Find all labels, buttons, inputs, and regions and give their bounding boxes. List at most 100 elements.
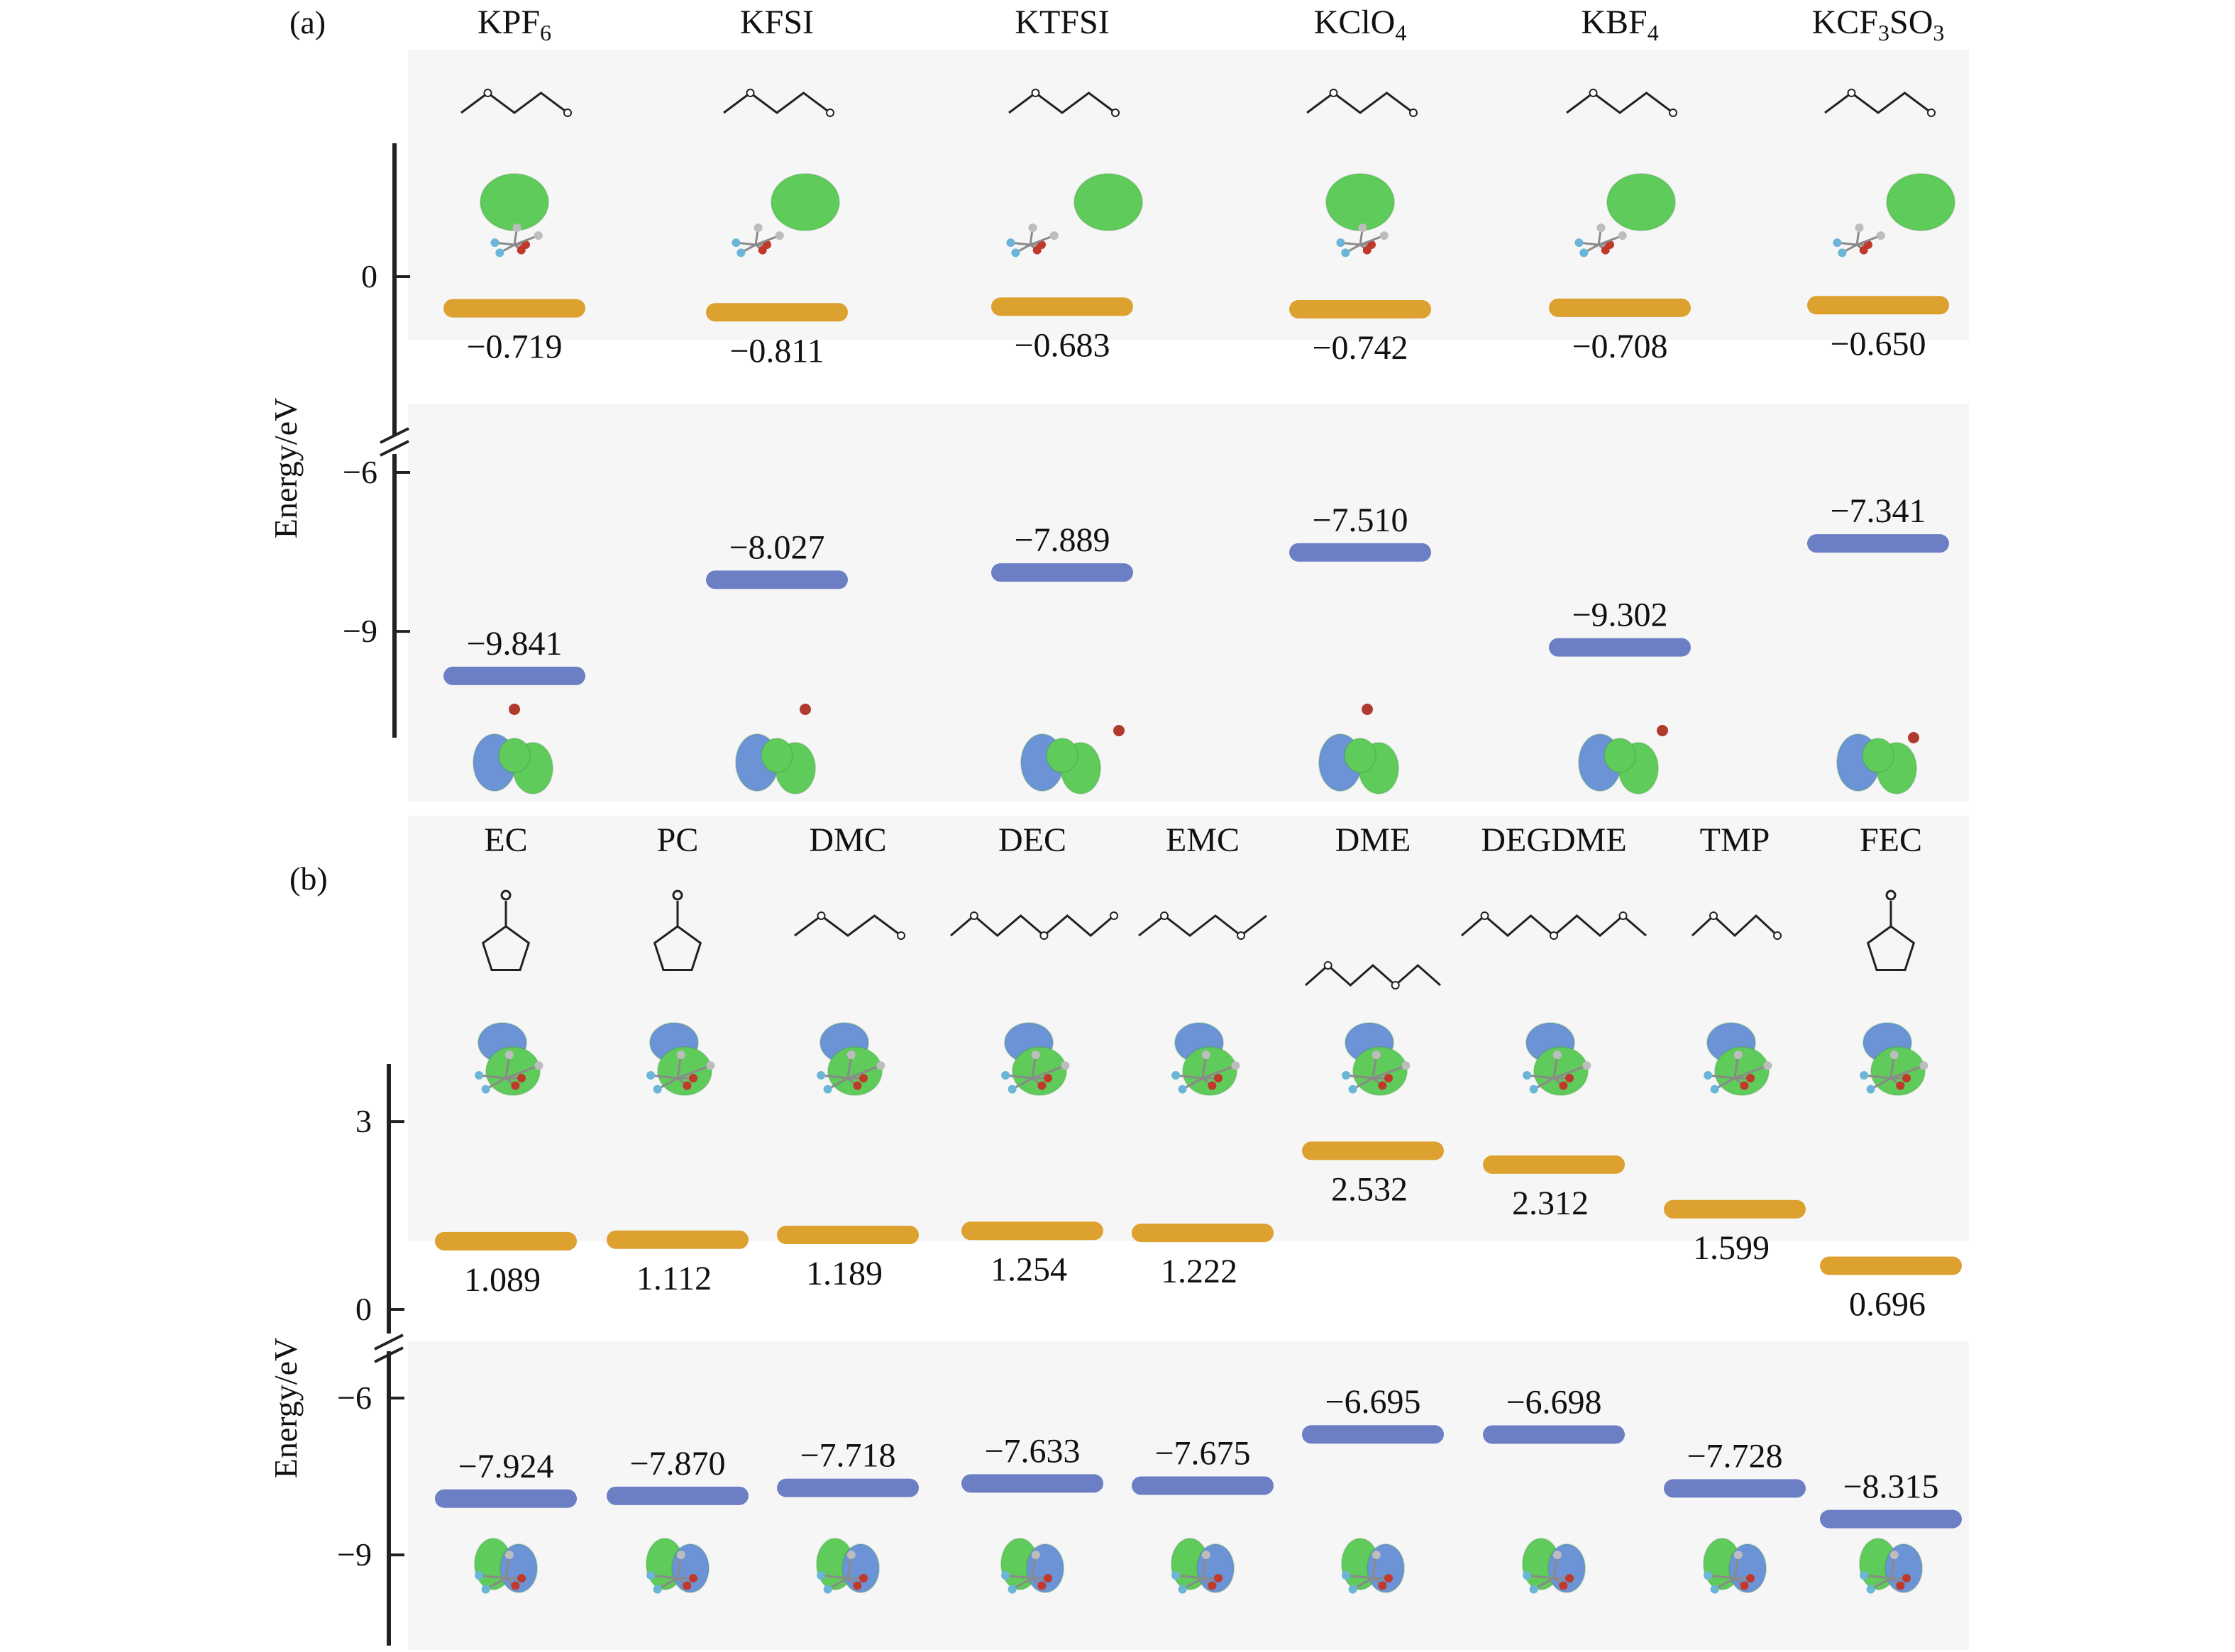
atom — [1001, 1070, 1010, 1080]
bond — [1856, 234, 1882, 246]
atom — [534, 1061, 543, 1070]
atom — [689, 1574, 697, 1582]
bond — [1863, 1574, 1892, 1580]
skeletal-atom — [1669, 109, 1677, 117]
bond — [478, 1574, 507, 1580]
atom — [517, 1574, 526, 1582]
column-EMC: EMC 1.222 −7.675 — [1132, 821, 1274, 1495]
atom — [1061, 1061, 1070, 1070]
homo-bar — [777, 1478, 919, 1497]
atom — [1342, 1070, 1351, 1080]
skeletal-atom — [1039, 931, 1049, 940]
atom — [1341, 248, 1350, 257]
orbital-isosurfaces — [473, 173, 1955, 1594]
skeletal-bond — [1866, 925, 1916, 972]
atom — [1171, 1070, 1181, 1080]
skeletal-atom — [1237, 931, 1245, 940]
atom — [1348, 1085, 1357, 1094]
atom — [1710, 1085, 1719, 1094]
skeletal-bond — [1566, 92, 1674, 114]
atom — [683, 1581, 692, 1590]
homo-bar — [961, 1474, 1103, 1493]
y-tick-label: 0 — [355, 1291, 372, 1327]
skeletal-atom — [969, 911, 978, 920]
y-tick-label: −9 — [337, 1536, 372, 1573]
homo-value: −6.695 — [1325, 1383, 1420, 1421]
skeletal-atom — [746, 89, 755, 97]
orbital-lobe-green — [480, 173, 549, 231]
atom — [1378, 1581, 1387, 1590]
column-DMC: DMC 1.189 −7.718 — [777, 821, 919, 1497]
lumo-value: −0.719 — [466, 328, 562, 366]
atom — [775, 231, 784, 240]
atom — [1896, 1081, 1905, 1090]
lumo-value: 1.189 — [806, 1255, 883, 1292]
skeletal-bond — [1824, 92, 1932, 114]
y-tick-label: −6 — [337, 1380, 372, 1416]
atom — [1362, 245, 1372, 255]
panel-b: (b) Energy/eV 3 0 −6 −9 — [267, 860, 404, 1646]
homo-bar — [991, 563, 1133, 582]
atom — [1601, 245, 1610, 255]
atom — [1710, 1585, 1719, 1594]
atom — [1231, 1061, 1240, 1070]
atom — [1214, 1074, 1223, 1082]
homo-bar — [1807, 534, 1949, 553]
atom — [517, 1074, 526, 1082]
atom — [1552, 1551, 1562, 1560]
homo-bar — [1483, 1425, 1625, 1444]
panel-a-label: (a) — [289, 4, 326, 40]
solvent-name: PC — [657, 821, 699, 859]
atom — [1565, 1074, 1574, 1082]
lumo-bar — [961, 1221, 1103, 1241]
skeletal-atom — [1031, 89, 1040, 97]
atom — [1011, 248, 1020, 257]
skeletal-atom — [1110, 911, 1118, 920]
panel-b-axis-break-icon — [374, 1334, 404, 1363]
atom — [1902, 1074, 1911, 1082]
orbital-lobe-green — [498, 738, 531, 773]
orbital-lobe-green — [771, 173, 840, 231]
orbital-lobe-green — [1862, 738, 1894, 773]
atom — [676, 1551, 685, 1560]
atom — [1746, 1574, 1755, 1582]
lumo-bar — [1289, 300, 1431, 319]
salt-name: KFSI — [740, 4, 814, 41]
atom — [817, 1070, 826, 1080]
skeletal-atom — [1391, 981, 1400, 989]
atom — [1838, 248, 1847, 257]
lumo-value: −0.742 — [1312, 329, 1408, 367]
atom — [853, 1581, 862, 1590]
skeletal-bond — [481, 925, 531, 972]
atom — [1044, 1074, 1052, 1082]
atom — [1733, 1551, 1743, 1560]
homo-value: −9.302 — [1572, 597, 1667, 634]
panel-a: (a) Energy/eV 0 −6 −9 — [267, 4, 410, 738]
homo-bar — [1820, 1509, 1962, 1529]
y-tick-label: 3 — [355, 1103, 372, 1139]
atom — [1740, 1581, 1749, 1590]
skeletal-bond — [1138, 914, 1267, 937]
atom — [1201, 1551, 1210, 1560]
solvent-name: EC — [484, 821, 527, 859]
atom — [475, 1070, 484, 1080]
skeletal-atom — [817, 911, 826, 920]
salt-name: KClO4 — [1314, 4, 1407, 45]
atom — [1704, 1570, 1713, 1580]
homo-bar — [1132, 1476, 1274, 1495]
lumo-value: 1.599 — [1693, 1229, 1770, 1267]
atom — [859, 1574, 868, 1582]
orbital-lobe-green — [1182, 1046, 1237, 1096]
atom — [511, 1081, 520, 1090]
atom — [512, 223, 522, 233]
skeletal-bond — [1008, 92, 1116, 114]
column-DEC: DEC 1.254 −7.633 — [961, 821, 1103, 1493]
atom — [1552, 1050, 1562, 1060]
bond — [1890, 1064, 1924, 1080]
atom — [1008, 1085, 1017, 1094]
bond — [1707, 1074, 1735, 1080]
skeletal-atom — [1885, 889, 1897, 901]
solvent-name: DMC — [809, 821, 886, 859]
orbital-lobe-green — [1012, 1046, 1067, 1096]
atom — [1529, 1585, 1538, 1594]
